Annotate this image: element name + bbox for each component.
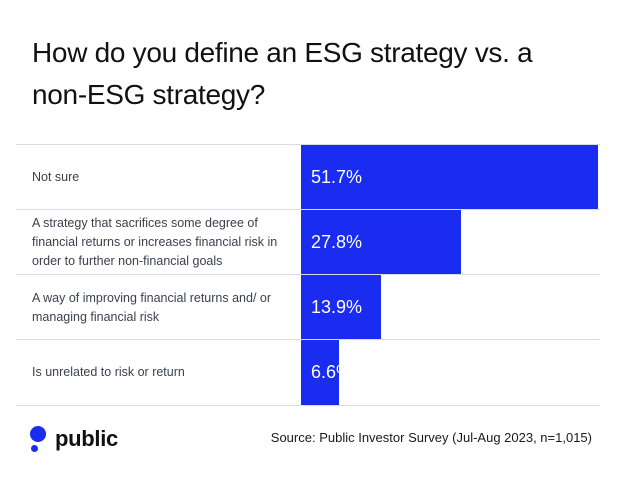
- bar-value-label: 51.7%: [311, 167, 363, 187]
- public-logo: public: [30, 424, 118, 454]
- bar-chart: Not sure 51.7% A strategy that sacrifices …: [0, 144, 624, 406]
- bar-row: Is unrelated to risk or return 6.6%: [16, 339, 600, 406]
- footer: public Source: Public Investor Survey (J…: [0, 420, 624, 460]
- bar-value-label: 27.8%: [311, 232, 363, 252]
- bar: 13.9%: [301, 275, 381, 340]
- source-note: Source: Public Investor Survey (Jul-Aug …: [270, 430, 592, 445]
- category-label: Not sure: [32, 170, 80, 184]
- chart-title: How do you define an ESG strategy vs. a …: [32, 37, 533, 110]
- bar-value-label: 13.9%: [311, 297, 363, 317]
- logo-text: public: [55, 426, 118, 451]
- bar-row: Not sure 51.7%: [16, 144, 600, 210]
- category-label: A way of improving financial returns and…: [32, 290, 272, 324]
- category-label: A strategy that sacrifices some degree o…: [32, 216, 278, 268]
- bar-value-label: 6.6%: [311, 362, 353, 382]
- category-label: Is unrelated to risk or return: [32, 365, 185, 379]
- bar-row: A strategy that sacrifices some degree o…: [16, 209, 600, 275]
- bar: 27.8%: [301, 210, 461, 275]
- bar: 51.7%: [301, 145, 598, 210]
- public-logo-icon: [30, 424, 46, 454]
- bar-row: A way of improving financial returns and…: [16, 274, 600, 340]
- bar: 6.6%: [301, 340, 352, 405]
